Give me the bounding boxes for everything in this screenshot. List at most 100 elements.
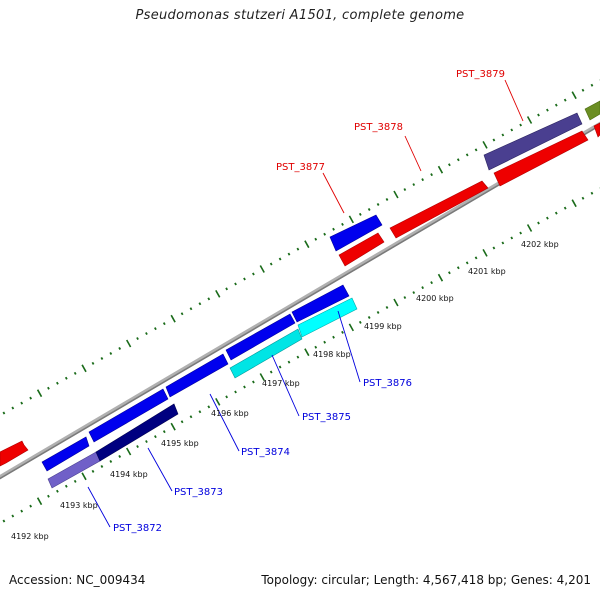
minor-tick [465,261,469,265]
minor-tick [287,360,291,364]
minor-tick [189,415,193,419]
gene-label[interactable]: PST_3873 [174,487,223,498]
major-tick [482,141,488,149]
gene-feature[interactable] [483,112,583,171]
gene-feature[interactable] [584,100,600,121]
minor-tick [385,305,389,309]
minor-tick [198,302,202,306]
gene-label[interactable]: PST_3875 [302,412,351,423]
minor-tick [554,211,558,215]
minor-tick [537,113,540,117]
minor-tick [519,231,522,235]
gene-label[interactable]: PST_3878 [354,122,403,133]
gene-feature[interactable] [338,232,385,267]
kbp-tick-label: 4196 kbp [211,409,249,418]
minor-tick [180,420,184,424]
major-tick [571,199,577,208]
minor-tick [323,232,326,236]
minor-tick [554,103,558,107]
minor-tick [412,183,416,187]
minor-tick [456,266,460,270]
gene-feature[interactable] [593,122,600,138]
major-tick [259,373,265,381]
minor-tick [64,484,68,488]
minor-tick [563,98,567,102]
gene-feature[interactable] [389,180,489,239]
minor-tick [91,361,95,365]
minor-tick [11,406,15,410]
minor-tick [11,514,15,518]
minor-tick [332,335,335,339]
minor-tick [412,291,416,295]
minor-tick [332,227,335,231]
minor-tick [154,435,157,439]
gene-label[interactable]: PST_3874 [241,447,290,458]
major-tick [126,447,132,456]
minor-tick [492,246,496,250]
gene-feature[interactable] [291,284,350,323]
gene-feature[interactable] [88,388,169,443]
gene-feature[interactable] [165,353,229,398]
minor-tick [136,337,139,341]
minor-tick [118,454,122,458]
major-tick [526,224,533,232]
major-tick [393,190,399,199]
minor-tick [2,411,6,415]
kbp-tick-label: 4202 kbp [521,240,559,249]
minor-tick [501,241,505,245]
minor-tick [421,178,424,182]
gene-feature[interactable] [41,436,90,472]
minor-tick [430,173,433,177]
gene-feature[interactable] [0,440,29,467]
gene-feature[interactable] [297,297,358,338]
minor-tick [252,272,255,276]
minor-tick [29,396,32,400]
minor-tick [207,405,211,409]
gene-feature[interactable] [493,130,589,187]
minor-tick [91,469,95,473]
gene-feature[interactable] [229,328,303,379]
minor-tick [421,286,424,290]
minor-tick [20,509,24,513]
minor-tick [287,252,291,256]
major-tick [348,323,354,332]
major-tick [170,422,176,431]
major-tick [437,273,444,282]
minor-tick [180,312,184,316]
major-tick [259,265,265,273]
minor-tick [29,504,32,508]
genome-title: Pseudomonas stutzeri A1501, complete gen… [135,8,465,23]
minor-tick [367,315,371,319]
minor-tick [145,332,148,336]
gene-label[interactable]: PST_3872 [113,523,162,534]
kbp-tick-label: 4201 kbp [468,267,506,276]
outer-tick-ring [2,79,600,415]
minor-tick [154,327,157,331]
gene-feature[interactable] [225,313,296,361]
kbp-tick-label: 4200 kbp [416,294,454,303]
major-tick [482,249,488,257]
major-tick [81,364,87,373]
gene-feature[interactable] [329,214,383,252]
gene-label[interactable]: PST_3879 [456,69,505,80]
minor-tick [296,355,300,359]
gene-label[interactable]: PST_3877 [276,162,325,173]
minor-tick [198,410,202,414]
gene-feature[interactable] [95,403,179,462]
major-tick [526,116,533,124]
minor-tick [546,216,549,220]
kbp-tick-label: 4192 kbp [11,532,49,541]
major-tick [170,314,176,323]
minor-tick [243,277,246,281]
minor-tick [56,381,59,385]
gene-label[interactable]: PST_3876 [363,378,412,389]
major-tick [36,497,43,506]
minor-tick [314,345,318,349]
major-tick [393,298,399,307]
minor-tick [47,386,50,390]
minor-tick [278,257,282,261]
kbp-tick-label: 4199 kbp [364,322,402,331]
kbp-tick-label: 4194 kbp [110,470,148,479]
minor-tick [358,320,362,324]
